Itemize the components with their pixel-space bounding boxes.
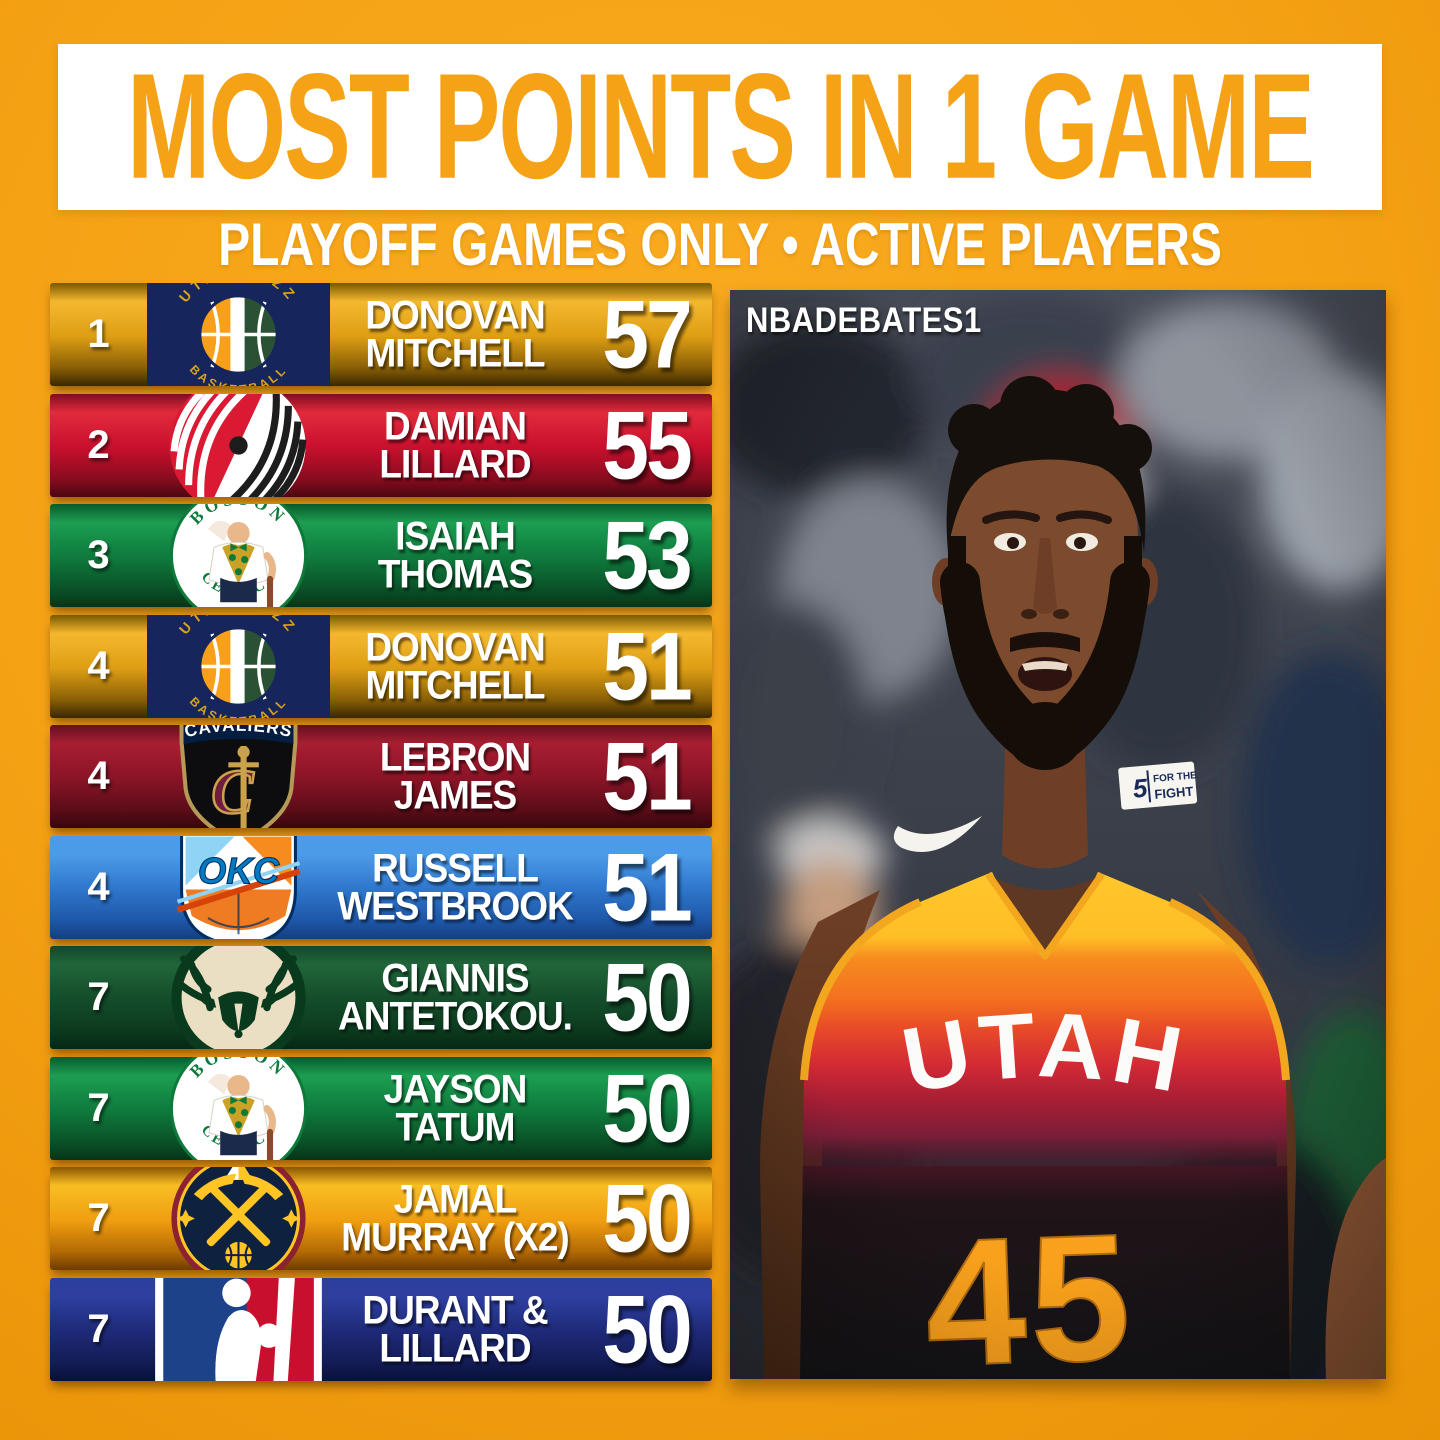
rank-number: 7	[87, 1196, 110, 1240]
player-name: ISAIAH THOMAS	[377, 514, 533, 597]
points-value: 50	[602, 946, 692, 1049]
points-value: 50	[602, 1056, 692, 1160]
points-value: 53	[602, 504, 692, 607]
team-logo-icon	[147, 394, 330, 497]
points-value: 51	[602, 614, 692, 718]
rank-number: 7	[87, 975, 110, 1019]
player-name: JAYSON TATUM	[383, 1066, 528, 1150]
table-row: 7 JAYSON TATUM 50	[50, 1056, 712, 1160]
team-logo-icon	[147, 283, 330, 386]
page-subtitle: PLAYOFF GAMES ONLY • ACTIVE PLAYERS	[218, 212, 1222, 279]
player-name: GIANNIS ANTETOKOU.	[338, 956, 573, 1039]
table-row: 7 JAMAL MURRAY (X2) 50	[50, 1167, 712, 1270]
table-row: 4 LEBRON JAMES 51	[50, 725, 712, 828]
team-logo-icon	[147, 946, 330, 1049]
rank-number: 2	[87, 422, 110, 467]
table-row: 7 DURANT & LILLARD 50	[50, 1277, 712, 1381]
team-logo-icon	[147, 725, 330, 828]
table-row: 4 DONOVAN MITCHELL 51	[50, 614, 712, 718]
table-row: 7 GIANNIS ANTETOKOU. 50	[50, 946, 712, 1049]
player-name: DAMIAN LILLARD	[379, 403, 531, 487]
rank-number: 7	[87, 1306, 110, 1351]
rank-number: 1	[87, 312, 110, 356]
player-name: LEBRON JAMES	[379, 735, 531, 818]
watermark: NBADEBATES1	[746, 300, 982, 341]
player-name: JAMAL MURRAY (X2)	[341, 1177, 570, 1260]
table-row: 1 DONOVAN MITCHELL 57	[50, 283, 712, 386]
team-logo-icon	[147, 504, 330, 607]
rank-number: 4	[87, 864, 110, 909]
team-logo-icon	[147, 1167, 330, 1270]
rank-number: 4	[87, 643, 110, 688]
team-logo-icon	[147, 1278, 330, 1381]
table-row: 2 DAMIAN LILLARD 55	[50, 393, 712, 497]
team-logo-icon	[147, 1057, 330, 1160]
table-row: 4 RUSSELL WESTBROOK 51	[50, 835, 712, 939]
team-logo-icon	[147, 836, 330, 939]
player-name: DONOVAN MITCHELL	[365, 624, 545, 708]
leaderboard-list: 1 DONOVAN MITCHELL 57 2 DAMIAN LILLARD 5…	[50, 283, 712, 1381]
points-value: 50	[602, 1167, 692, 1270]
player-name: RUSSELL WESTBROOK	[337, 845, 574, 929]
player-photo: 5 FOR THE FIGHT UTAH 45	[730, 290, 1386, 1379]
table-row: 3 ISAIAH THOMAS 53	[50, 504, 712, 607]
rank-number: 3	[87, 533, 110, 577]
points-value: 55	[602, 393, 692, 497]
points-value: 57	[602, 283, 692, 386]
title-banner: MOST POINTS IN 1 GAME	[58, 42, 1382, 210]
points-value: 51	[602, 725, 692, 828]
rank-number: 4	[87, 754, 110, 798]
subtitle-bar: PLAYOFF GAMES ONLY • ACTIVE PLAYERS	[0, 212, 1440, 278]
team-logo-icon	[147, 615, 330, 718]
player-name: DONOVAN MITCHELL	[365, 293, 545, 376]
page-title: MOST POINTS IN 1 GAME	[127, 42, 1315, 211]
player-name: DURANT & LILLARD	[362, 1287, 548, 1371]
points-value: 50	[602, 1277, 692, 1381]
points-value: 51	[602, 835, 692, 939]
rank-number: 7	[87, 1085, 110, 1130]
